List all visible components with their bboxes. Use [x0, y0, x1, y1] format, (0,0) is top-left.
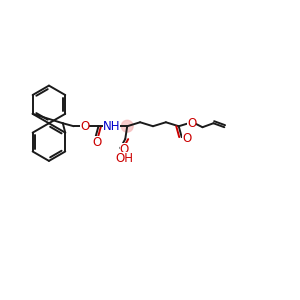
- Text: O: O: [182, 132, 191, 145]
- Text: O: O: [80, 120, 89, 133]
- Circle shape: [121, 120, 133, 132]
- Text: O: O: [187, 117, 196, 130]
- Text: OH: OH: [115, 152, 133, 165]
- Text: O: O: [93, 136, 102, 148]
- Text: NH: NH: [103, 120, 120, 133]
- Text: O: O: [120, 142, 129, 155]
